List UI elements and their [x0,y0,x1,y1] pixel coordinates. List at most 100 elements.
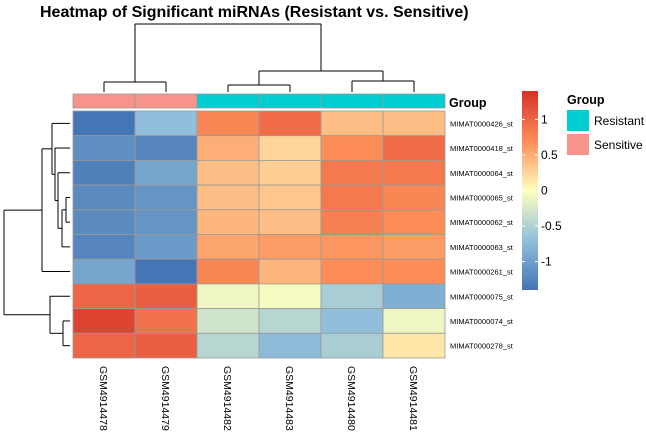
row-label: MIMAT0000065_st [450,193,514,202]
heatmap-cell [258,184,322,211]
heatmap-cells [72,110,446,359]
heatmap-cell [382,159,446,186]
row-label: MIMAT0000426_st [450,119,514,128]
heatmap-cell [258,159,322,186]
heatmap-cell [134,209,198,235]
row-label: MIMAT0000074_st [450,317,514,326]
heatmap-cell [134,159,198,186]
heatmap-cell [72,184,136,211]
column-label: GSM4914481 [407,366,419,431]
row-labels: MIMAT0000426_st MIMAT0000418_st MIMAT00000… [450,119,514,350]
group-annotation-label: Group [449,96,487,110]
row-label: MIMAT0000075_st [450,292,514,301]
heatmap-cell [196,283,260,309]
group-annotation-cell [72,93,136,109]
column-label: GSM4914483 [283,366,295,431]
heatmap-cell [196,110,260,137]
heatmap-cell [196,209,260,235]
row-dendrogram [3,122,70,347]
legend-label: Sensitive [594,138,643,152]
heatmap-cell [320,332,384,359]
heatmap-cell [382,110,446,137]
column-label: GSM4914479 [159,366,171,431]
column-labels: GSM4914478 GSM4914479 GSM4914482 GSM4914483… [97,366,419,431]
row-label: MIMAT0000063_st [450,243,514,252]
heatmap-cell [320,159,384,186]
heatmap-cell [72,135,136,161]
heatmap-cell [320,209,384,235]
heatmap-cell [258,209,322,235]
heatmap-cell [382,234,446,260]
heatmap-cell [196,234,260,260]
heatmap-cell [72,159,136,186]
heatmap-cell [72,332,136,359]
heatmap-cell [134,110,198,137]
heatmap-cell [72,308,136,334]
legend-swatch [567,134,589,155]
chart-title: Heatmap of Significant miRNAs (Resistant… [40,4,469,21]
colorbar-tick-label: -1 [541,255,552,269]
colorbar-tick-label: 1 [541,112,548,126]
heatmap-cell [134,308,198,334]
heatmap-cell [320,283,384,309]
group-annotation-cell [134,93,198,109]
heatmap-cell [382,135,446,161]
colorbar-tick-label: -0.5 [541,219,562,233]
heatmap-cell [134,184,198,211]
colorbar-ticks: 1 0.5 0 -0.5 -1 [522,112,562,269]
heatmap-cell [258,332,322,359]
heatmap-cell [258,283,322,309]
colorbar-tick-label: 0 [541,184,548,198]
heatmap-cell [258,110,322,137]
row-label: MIMAT0000062_st [450,218,514,227]
colorbar-tick-label: 0.5 [541,148,558,162]
heatmap-cell [382,283,446,309]
heatmap-cell [72,283,136,309]
heatmap-cell [320,135,384,161]
heatmap-cell [320,184,384,211]
heatmap-cell [196,184,260,211]
heatmap-cell [72,110,136,137]
row-label: MIMAT0000261_st [450,268,514,277]
group-annotation-cell [382,93,446,109]
heatmap-cell [196,308,260,334]
column-dendrogram [103,23,415,92]
heatmap-cell [196,135,260,161]
legend-label: Resistant [594,114,645,128]
heatmap-cell [382,258,446,285]
legend-title: Group [567,93,605,107]
heatmap-cell [134,332,198,359]
heatmap-cell [382,184,446,211]
group-legend: Resistant Sensitive [567,110,645,155]
row-label: MIMAT0000278_st [450,342,514,351]
heatmap-cell [258,308,322,334]
heatmap-cell [72,258,136,285]
heatmap-cell [320,308,384,334]
heatmap-cell [134,283,198,309]
row-label: MIMAT0000418_st [450,144,514,153]
group-annotation-cell [258,93,322,109]
group-annotation-bar [72,93,446,109]
heatmap-cell [320,258,384,285]
column-label: GSM4914478 [97,366,109,431]
heatmap-cell [134,258,198,285]
heatmap-cell [258,234,322,260]
group-annotation-cell [196,93,260,109]
heatmap-cell [196,258,260,285]
heatmap-cell [382,332,446,359]
heatmap-cell [320,234,384,260]
heatmap-cell [258,258,322,285]
heatmap-cell [382,308,446,334]
row-label: MIMAT0000064_st [450,169,514,178]
heatmap-cell [72,234,136,260]
heatmap-cell [382,209,446,235]
heatmap-cell [196,332,260,359]
heatmap-cell [320,110,384,137]
heatmap-cell [134,135,198,161]
legend-swatch [567,110,589,131]
heatmap-cell [196,159,260,186]
group-annotation-cell [320,93,384,109]
column-label: GSM4914480 [345,366,357,431]
column-label: GSM4914482 [221,366,233,431]
